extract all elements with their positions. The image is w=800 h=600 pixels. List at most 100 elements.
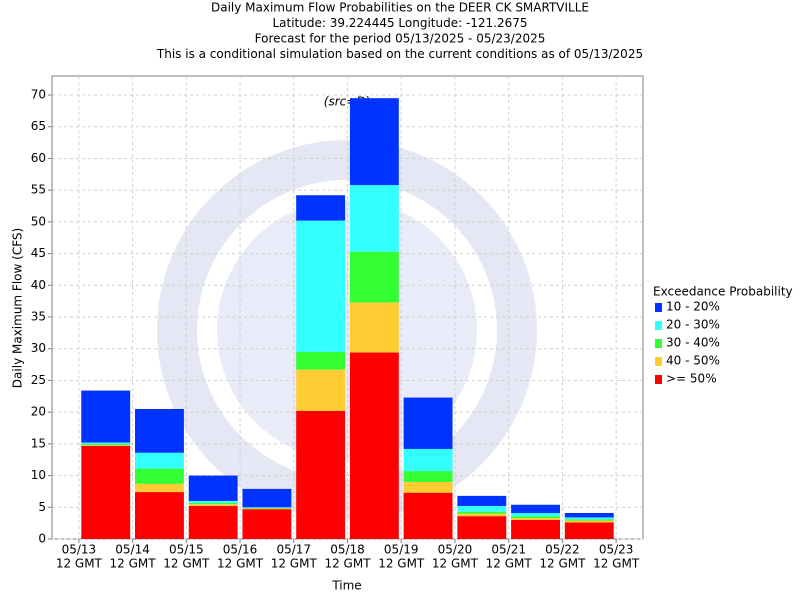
x-tick-label: 12 GMT <box>271 557 318 571</box>
bar-segment <box>81 442 131 444</box>
legend-label: 30 - 40% <box>666 336 720 350</box>
y-tick-label: 10 <box>31 468 46 482</box>
x-tick-label: 05/18 <box>330 543 365 557</box>
x-tick-label: 05/15 <box>169 543 204 557</box>
chart-title: Latitude: 39.224445 Longitude: -121.2675 <box>272 16 527 30</box>
bar-segment <box>135 408 184 453</box>
bar-segment <box>511 516 560 519</box>
bar-segment <box>81 443 131 446</box>
bar-segment <box>296 220 346 352</box>
bar-segment <box>349 185 399 252</box>
legend-label: >= 50% <box>666 372 717 386</box>
y-tick-label: 50 <box>31 214 46 228</box>
bar-segment <box>403 471 453 482</box>
y-tick-label: 55 <box>31 183 46 197</box>
bar-segment <box>296 410 346 539</box>
x-tick-label: 05/19 <box>384 543 419 557</box>
x-tick-label: 12 GMT <box>486 557 533 571</box>
bar-segment <box>564 512 614 518</box>
y-tick-label: 40 <box>31 278 46 292</box>
legend-label: 10 - 20% <box>666 300 720 314</box>
x-tick-label: 12 GMT <box>378 557 425 571</box>
bar-segment <box>349 352 399 539</box>
x-tick-label: 12 GMT <box>56 557 103 571</box>
bar-segment <box>81 445 131 539</box>
x-axis-label: Time <box>331 579 361 593</box>
x-tick-label: 05/23 <box>599 543 634 557</box>
y-tick-label: 60 <box>31 151 46 165</box>
x-tick-label: 12 GMT <box>593 557 640 571</box>
y-tick-label: 5 <box>38 500 46 514</box>
bar-segment <box>296 369 346 411</box>
legend-swatch <box>655 375 662 384</box>
bar-segment <box>242 509 292 539</box>
legend-label: 20 - 30% <box>666 318 720 332</box>
bar-segment <box>564 522 614 539</box>
bar-segment <box>81 445 131 446</box>
bar-segment <box>296 195 346 221</box>
bar-segment <box>242 507 292 509</box>
bar-segment <box>242 508 292 510</box>
bar-segment <box>188 506 238 539</box>
bar-segment <box>403 397 453 449</box>
bar-segment <box>188 500 238 503</box>
bar-segment <box>457 513 507 517</box>
bar-segment <box>349 98 399 186</box>
x-tick-label: 12 GMT <box>324 557 371 571</box>
legend-label: 40 - 50% <box>666 354 720 368</box>
bar-segment <box>511 512 560 517</box>
bar-segment <box>188 504 238 507</box>
bar-segment <box>135 492 184 539</box>
bar-segment <box>349 302 399 353</box>
bar-segment <box>135 468 184 484</box>
x-tick-label: 05/14 <box>115 543 150 557</box>
x-tick-label: 05/21 <box>491 543 526 557</box>
x-tick-label: 05/13 <box>62 543 97 557</box>
legend-swatch <box>655 303 662 312</box>
bar-segment <box>403 448 453 472</box>
x-tick-label: 12 GMT <box>539 557 586 571</box>
y-tick-label: 65 <box>31 119 46 133</box>
bar-segment <box>296 351 346 370</box>
bar-segment <box>135 452 184 469</box>
y-tick-label: 15 <box>31 436 46 450</box>
legend-swatch <box>655 357 662 366</box>
bar-segment <box>403 492 453 539</box>
bar-segment <box>457 516 507 539</box>
x-tick-label: 12 GMT <box>110 557 157 571</box>
legend-title: Exceedance Probability <box>653 285 793 299</box>
bar-segment <box>457 495 507 507</box>
bar-segment <box>564 517 614 520</box>
y-tick-label: 35 <box>31 310 46 324</box>
legend-swatch <box>655 339 662 348</box>
bar-segment <box>403 481 453 493</box>
bar-segment <box>564 520 614 523</box>
bar-segment <box>511 518 560 520</box>
y-axis-label: Daily Maximum Flow (CFS) <box>11 228 25 388</box>
legend-swatch <box>655 321 662 330</box>
chart-title: Forecast for the period 05/13/2025 - 05/… <box>255 32 546 46</box>
bar-segment <box>81 390 131 443</box>
x-tick-label: 05/22 <box>545 543 580 557</box>
bar-segment <box>135 483 184 493</box>
x-tick-label: 05/17 <box>276 543 311 557</box>
x-tick-label: 05/20 <box>438 543 473 557</box>
x-tick-label: 12 GMT <box>217 557 264 571</box>
x-tick-label: 12 GMT <box>432 557 479 571</box>
chart-title: Daily Maximum Flow Probabilities on the … <box>211 1 589 15</box>
bar-segment <box>511 519 560 539</box>
x-tick-label: 12 GMT <box>163 557 210 571</box>
x-tick-label: 05/16 <box>223 543 258 557</box>
bar-segment <box>349 251 399 303</box>
y-tick-label: 20 <box>31 405 46 419</box>
y-tick-label: 25 <box>31 373 46 387</box>
y-tick-label: 45 <box>31 246 46 260</box>
bar-segment <box>564 519 614 521</box>
bar-segment <box>511 504 560 513</box>
y-tick-label: 70 <box>31 88 46 102</box>
bar-segment <box>457 511 507 514</box>
bar-segment <box>457 506 507 512</box>
y-tick-label: 30 <box>31 341 46 355</box>
